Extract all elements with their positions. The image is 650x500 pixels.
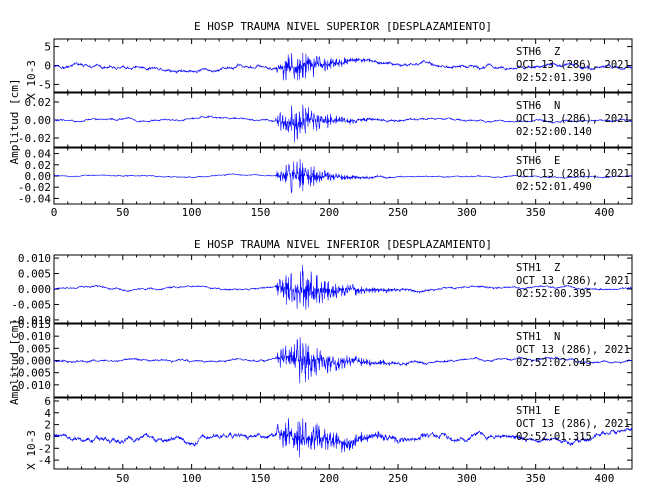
record-date: OCT 13 (286), 2021 — [516, 168, 630, 180]
record-date: OCT 13 (286), 2021 — [516, 418, 630, 430]
record-date: OCT 13 (286), 2021 — [516, 344, 630, 356]
x-tick-label: 50 — [116, 206, 129, 219]
station-label: STH6 — [516, 100, 541, 112]
y-tick-label: 0.00 — [25, 170, 52, 183]
station-label: STH1 — [516, 262, 541, 274]
y-tick-label: 0.02 — [25, 96, 52, 109]
x-tick-label: 400 — [595, 206, 615, 219]
y-tick-label: 4 — [44, 407, 51, 420]
waveform-trace — [53, 337, 633, 384]
component-label: Z — [554, 46, 560, 58]
waveform-trace — [53, 418, 633, 458]
y-tick-label: 0.000 — [18, 355, 51, 368]
record-time: 02:52:00.395 — [516, 288, 592, 300]
y-tick-label: 0.015 — [18, 318, 51, 331]
y-tick-label: -0.005 — [11, 298, 51, 311]
y-tick-label: -0.02 — [18, 132, 51, 145]
record-time: 02:52:01.490 — [516, 181, 592, 193]
y-scale-label: X 10-3 — [25, 60, 38, 100]
record-date: OCT 13 (286), 2021 — [516, 113, 630, 125]
record-time: 02:52:02.045 — [516, 357, 592, 369]
x-tick-label: 300 — [457, 472, 477, 485]
y-tick-label: -5 — [38, 78, 51, 91]
x-tick-label: 350 — [526, 472, 546, 485]
x-tick-label: 350 — [526, 206, 546, 219]
x-tick-label: 400 — [595, 472, 615, 485]
y-tick-label: -0.005 — [11, 367, 51, 380]
y-tick-label: 0.04 — [25, 148, 52, 161]
component-label: E — [554, 155, 560, 167]
y-axis-label: Amplitud [cm] — [8, 78, 21, 164]
station-label: STH1 — [516, 405, 541, 417]
y-tick-label: -0.02 — [18, 181, 51, 194]
record-date: OCT 13 (286), 2021 — [516, 59, 630, 71]
y-tick-label: 0.010 — [18, 252, 51, 265]
station-label: STH6 — [516, 155, 541, 167]
chart-title: E HOSP TRAUMA NIVEL INFERIOR [DESPLAZAMI… — [194, 238, 492, 251]
x-tick-label: 0 — [51, 206, 58, 219]
y-tick-label: 0.00 — [25, 114, 52, 127]
component-label: Z — [554, 262, 560, 274]
station-label: STH1 — [516, 331, 541, 343]
y-tick-label: 0.02 — [25, 159, 52, 172]
y-tick-label: 0.000 — [18, 283, 51, 296]
record-date: OCT 13 (286), 2021 — [516, 275, 630, 287]
x-tick-label: 300 — [457, 206, 477, 219]
x-tick-label: 250 — [388, 472, 408, 485]
station-label: STH6 — [516, 46, 541, 58]
y-axis-label: Amplitud [cm] — [8, 319, 21, 405]
waveform-trace — [53, 104, 633, 143]
waveform-trace — [53, 52, 633, 81]
x-tick-label: 200 — [319, 472, 339, 485]
component-label: E — [554, 405, 560, 417]
x-tick-label: 50 — [116, 472, 129, 485]
x-tick-label: 100 — [182, 472, 202, 485]
y-tick-label: 2 — [44, 419, 51, 432]
y-tick-label: 0.005 — [18, 342, 51, 355]
x-tick-label: 250 — [388, 206, 408, 219]
y-tick-label: -0.010 — [11, 379, 51, 392]
x-tick-label: 100 — [182, 206, 202, 219]
y-tick-label: 5 — [44, 41, 51, 54]
y-tick-label: -2 — [38, 442, 51, 455]
y-tick-label: 6 — [44, 395, 51, 408]
record-time: 02:52:00.140 — [516, 126, 592, 138]
y-tick-label: -0.04 — [18, 192, 51, 205]
y-tick-label: -4 — [38, 454, 52, 467]
record-time: 02:52:01.315 — [516, 431, 592, 443]
y-tick-label: 0.005 — [18, 268, 51, 281]
chart-title: E HOSP TRAUMA NIVEL SUPERIOR [DESPLAZAMI… — [194, 20, 492, 33]
component-label: N — [554, 100, 560, 112]
x-tick-label: 200 — [319, 206, 339, 219]
y-scale-label: X 10-3 — [25, 430, 38, 470]
x-tick-label: 150 — [250, 472, 270, 485]
y-tick-label: -0.010 — [11, 314, 51, 327]
y-tick-label: 0 — [44, 430, 51, 443]
record-time: 02:52:01.390 — [516, 72, 592, 84]
y-tick-label: 0 — [44, 60, 51, 73]
y-tick-label: 0.010 — [18, 330, 51, 343]
waveform-trace — [53, 159, 633, 194]
component-label: N — [554, 331, 560, 343]
x-tick-label: 150 — [250, 206, 270, 219]
waveform-trace — [53, 265, 632, 310]
